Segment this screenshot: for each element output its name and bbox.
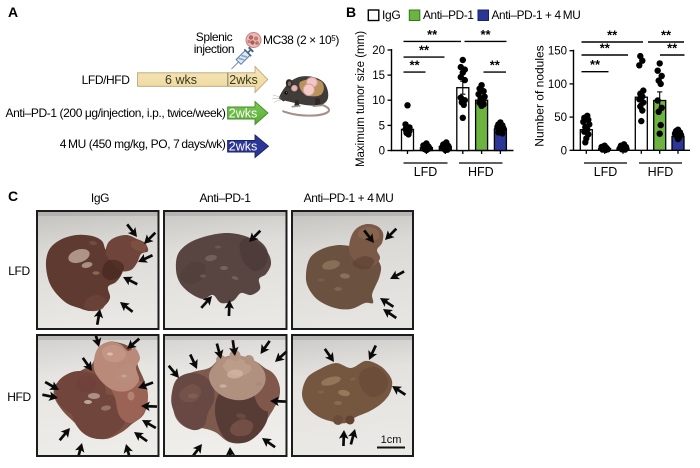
svg-text:0: 0 — [561, 145, 567, 157]
svg-text:**: ** — [607, 28, 618, 43]
svg-text:Maximum tumor size (mm): Maximum tumor size (mm) — [355, 31, 367, 167]
svg-text:**: ** — [480, 28, 491, 42]
svg-text:1cm: 1cm — [381, 434, 402, 446]
svg-text:20: 20 — [372, 45, 385, 57]
svg-text:100: 100 — [548, 79, 567, 91]
svg-text:**: ** — [590, 57, 601, 72]
svg-text:**: ** — [427, 28, 438, 42]
svg-text:10: 10 — [372, 95, 385, 107]
svg-text:2wks: 2wks — [229, 140, 257, 154]
svg-text:0: 0 — [379, 146, 385, 158]
svg-text:**: ** — [490, 58, 501, 73]
svg-text:**: ** — [600, 41, 611, 56]
svg-text:5: 5 — [379, 120, 385, 132]
svg-text:50: 50 — [554, 112, 567, 124]
svg-text:**: ** — [667, 41, 678, 56]
svg-text:15: 15 — [372, 70, 385, 82]
svg-text:LFD: LFD — [594, 165, 618, 179]
svg-text:Anti–PD-1: Anti–PD-1 — [423, 8, 474, 22]
svg-text:**: ** — [409, 58, 420, 73]
svg-text:2wks: 2wks — [229, 73, 257, 87]
svg-text:6 wks: 6 wks — [165, 73, 197, 87]
svg-text:IgG: IgG — [382, 8, 400, 22]
svg-text:HFD: HFD — [468, 165, 494, 179]
svg-text:Anti–PD-1 + 4 MU: Anti–PD-1 + 4 MU — [492, 8, 581, 22]
svg-text:HFD: HFD — [648, 165, 674, 179]
svg-text:2wks: 2wks — [229, 106, 257, 120]
svg-text:LFD: LFD — [414, 165, 438, 179]
svg-text:Number of nodules: Number of nodules — [533, 45, 547, 146]
svg-text:**: ** — [419, 43, 430, 58]
svg-text:150: 150 — [548, 46, 567, 58]
svg-text:**: ** — [661, 28, 672, 43]
